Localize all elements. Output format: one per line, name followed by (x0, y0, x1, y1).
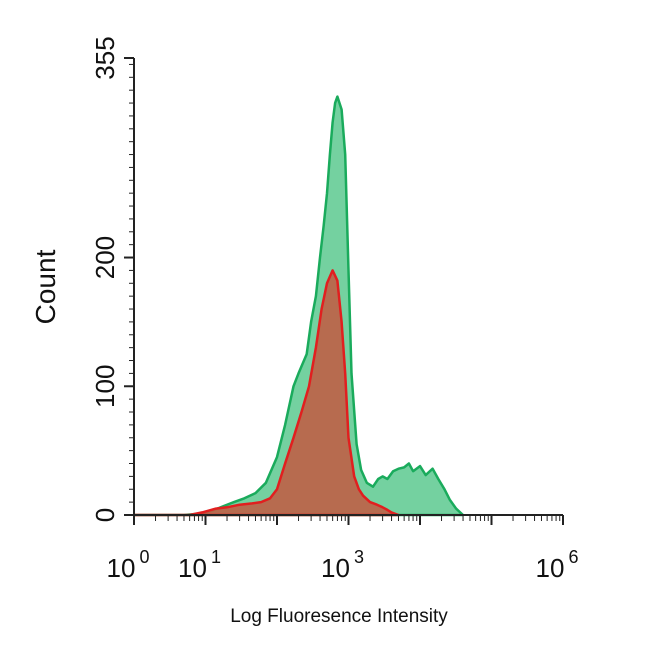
y-axis-title: Count (30, 249, 61, 324)
x-tick-label: 10 6 (536, 547, 579, 583)
x-axis-title: Log Fluoresence Intensity (230, 606, 448, 627)
axes-layer (124, 57, 564, 525)
y-tick-label: 355 (90, 36, 120, 79)
y-tick-label: 100 (90, 365, 120, 408)
histogram-series-2 (132, 269, 400, 517)
y-tick-label: 200 (90, 236, 120, 279)
x-tick-label: 10 3 (321, 547, 364, 583)
x-tick-label: 10 0 (107, 547, 150, 583)
x-tick-label: 10 1 (178, 547, 221, 583)
labels-layer: 0 100 200 355 10 0 10 1 10 3 10 6 (90, 36, 578, 583)
y-tick-label: 0 (90, 508, 120, 522)
series-layer (132, 95, 465, 517)
